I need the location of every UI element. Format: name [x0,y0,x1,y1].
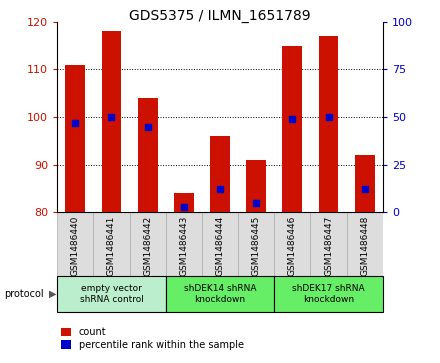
Text: shDEK14 shRNA
knockdown: shDEK14 shRNA knockdown [184,284,256,304]
Text: GDS5375 / ILMN_1651789: GDS5375 / ILMN_1651789 [129,9,311,23]
Text: empty vector
shRNA control: empty vector shRNA control [80,284,143,304]
Text: ▶: ▶ [49,289,57,299]
Bar [347,212,383,276]
Bar [102,31,121,212]
Bar [274,276,383,312]
Bar [66,65,85,212]
Text: GSM1486444: GSM1486444 [216,216,224,276]
Bar [355,155,375,212]
Bar [246,160,266,212]
Text: protocol: protocol [4,289,44,299]
Bar [274,212,311,276]
Text: GSM1486443: GSM1486443 [180,216,188,276]
Bar [282,46,302,212]
Text: GSM1486445: GSM1486445 [252,216,260,276]
Bar [311,212,347,276]
Legend: count, percentile rank within the sample: count, percentile rank within the sample [57,323,247,354]
Bar [319,36,338,212]
Bar [166,276,274,312]
Bar [57,276,166,312]
Bar [57,212,93,276]
Bar [202,212,238,276]
Bar [166,212,202,276]
Text: GSM1486442: GSM1486442 [143,216,152,276]
Text: GSM1486441: GSM1486441 [107,216,116,276]
Text: shDEK17 shRNA
knockdown: shDEK17 shRNA knockdown [292,284,365,304]
Text: GSM1486448: GSM1486448 [360,216,369,276]
Bar [138,98,158,212]
Bar [129,212,166,276]
Bar [174,193,194,212]
Text: GSM1486446: GSM1486446 [288,216,297,276]
Text: GSM1486447: GSM1486447 [324,216,333,276]
Bar [93,212,129,276]
Text: GSM1486440: GSM1486440 [71,216,80,276]
Bar [238,212,274,276]
Bar [210,136,230,212]
